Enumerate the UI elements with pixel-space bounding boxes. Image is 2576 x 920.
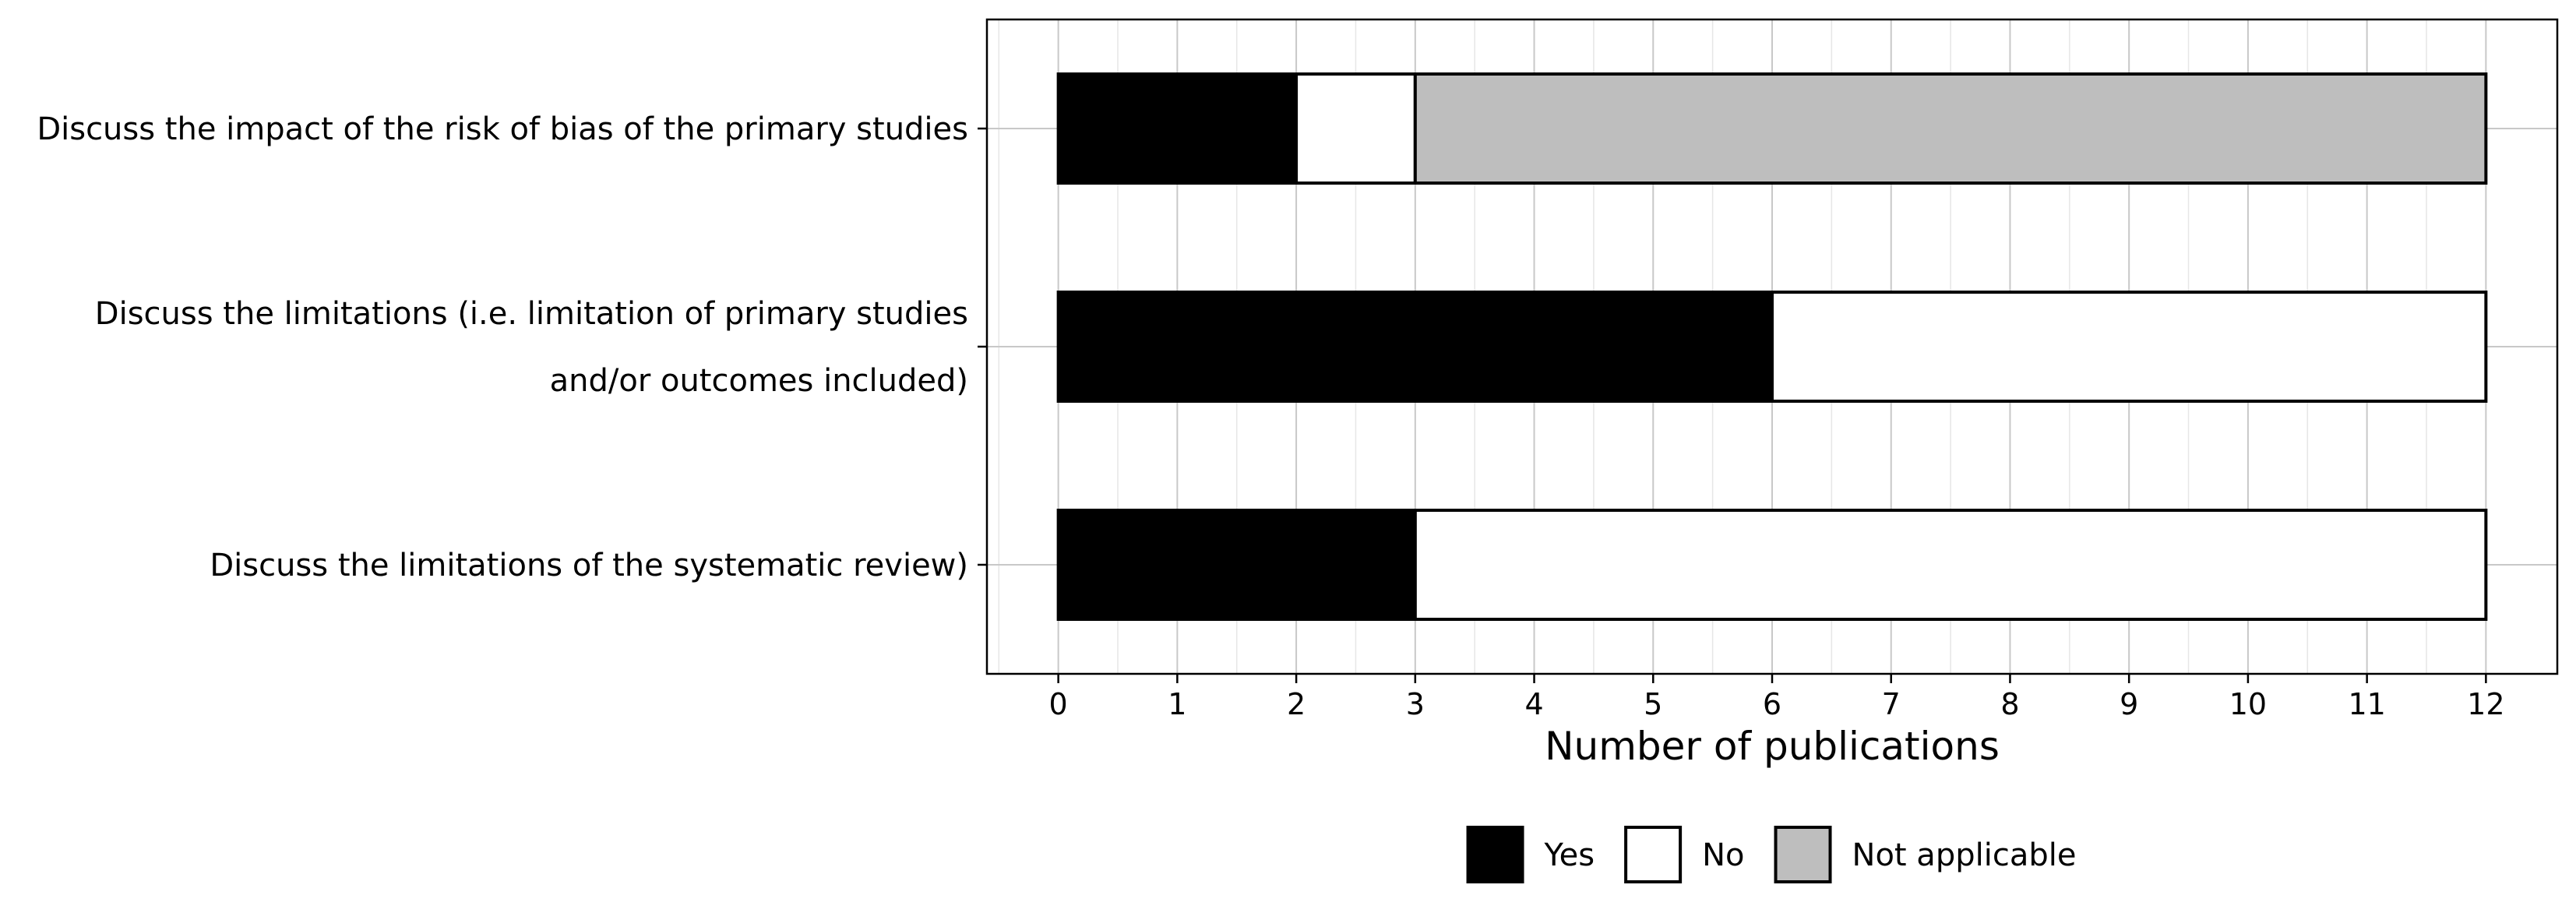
x-tick-label: 3 bbox=[1406, 687, 1425, 721]
x-tick-label: 6 bbox=[1763, 687, 1781, 721]
bar-segment-not-applicable bbox=[1413, 72, 2488, 185]
bar-segment-no bbox=[1413, 509, 2488, 621]
legend-key-yes bbox=[1466, 826, 1524, 883]
category-label: and/or outcomes included) bbox=[550, 363, 968, 399]
category-label: Discuss the limitations (i.e. limitation… bbox=[95, 296, 968, 332]
category-label: Discuss the limitations of the systemati… bbox=[210, 548, 968, 583]
x-tick-label: 7 bbox=[1882, 687, 1901, 721]
legend-label: Yes bbox=[1544, 837, 1595, 873]
category-label: Discuss the impact of the risk of bias o… bbox=[37, 111, 968, 147]
bar-segment-no bbox=[1771, 291, 2488, 403]
x-tick-label: 12 bbox=[2467, 687, 2504, 721]
x-tick-label: 5 bbox=[1644, 687, 1662, 721]
legend-key-not-applicable bbox=[1774, 826, 1832, 883]
legend-label: Not applicable bbox=[1852, 837, 2077, 873]
legend-key-no bbox=[1624, 826, 1683, 883]
x-tick-label: 11 bbox=[2348, 687, 2385, 721]
legend-label: No bbox=[1702, 837, 1744, 873]
x-tick-label: 2 bbox=[1287, 687, 1306, 721]
x-tick-label: 9 bbox=[2120, 687, 2138, 721]
bar-segment-yes bbox=[1056, 509, 1417, 621]
bar-segment-yes bbox=[1056, 72, 1299, 185]
legend: Yes No Not applicable bbox=[1466, 826, 2077, 883]
x-tick-label: 10 bbox=[2229, 687, 2267, 721]
x-tick-label: 1 bbox=[1168, 687, 1186, 721]
x-tick-label: 0 bbox=[1049, 687, 1068, 721]
bars bbox=[1056, 72, 2488, 621]
bar-segment-yes bbox=[1056, 291, 1774, 403]
bar-segment-no bbox=[1295, 72, 1417, 185]
x-axis-title: Number of publications bbox=[1545, 724, 2000, 769]
x-tick-label: 8 bbox=[2000, 687, 2019, 721]
x-tick-label: 4 bbox=[1524, 687, 1543, 721]
